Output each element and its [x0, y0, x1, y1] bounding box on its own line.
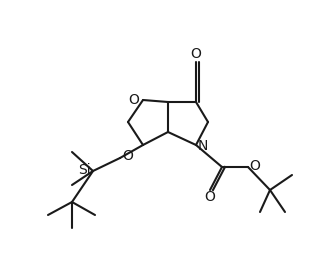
Text: N: N — [198, 139, 208, 153]
Text: O: O — [191, 47, 201, 61]
Text: O: O — [129, 93, 140, 107]
Text: O: O — [204, 190, 215, 204]
Text: O: O — [123, 149, 133, 163]
Text: O: O — [250, 159, 260, 173]
Text: Si: Si — [78, 163, 90, 177]
